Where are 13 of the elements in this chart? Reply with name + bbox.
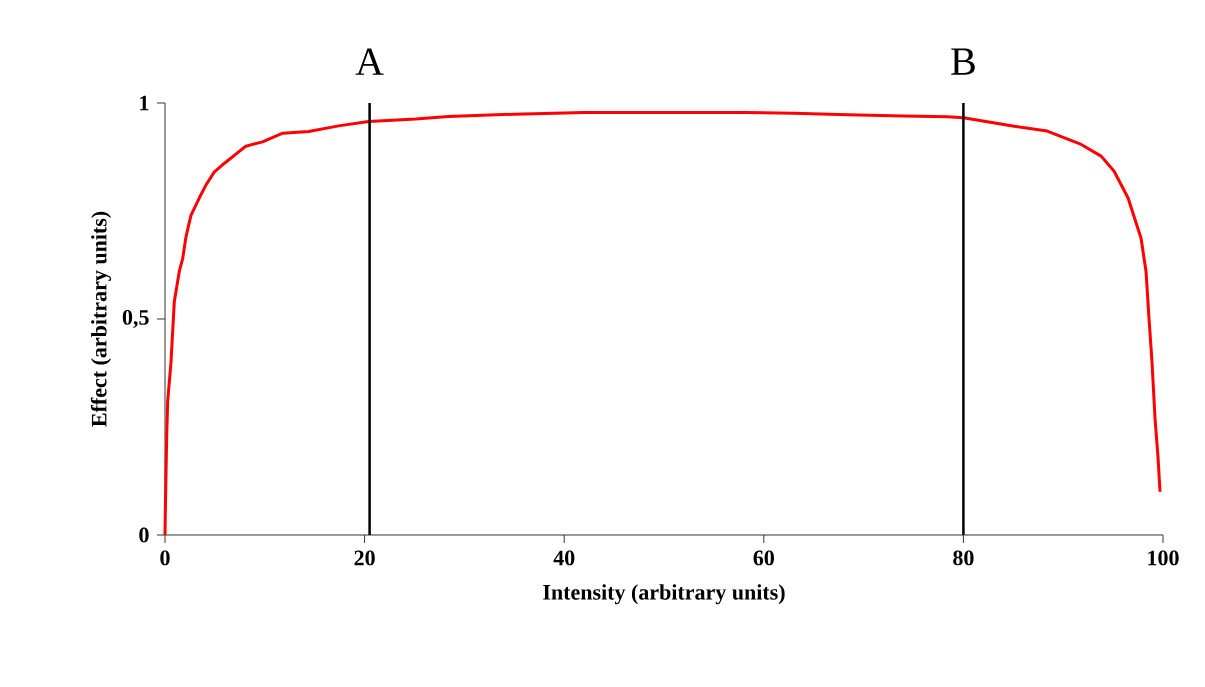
y-tick-label: 0,5 — [122, 309, 149, 328]
y-tick-label: 1 — [140, 95, 149, 111]
x-tick-label: 20 — [354, 550, 375, 566]
x-tick-label: 80 — [953, 550, 974, 566]
x-tick-label: 100 — [1148, 550, 1179, 566]
x-tick-label: 0 — [160, 550, 170, 566]
y-tick-label: 0 — [139, 527, 149, 543]
y-axis-title: Effect (arbitrary units) — [90, 211, 112, 427]
x-axis-title: Intensity (arbitrary units) — [543, 584, 785, 605]
ref-line-label: A — [355, 48, 384, 75]
x-tick-label: 60 — [753, 550, 774, 566]
ref-line-label: B — [951, 48, 975, 75]
x-tick-label: 40 — [553, 550, 575, 566]
